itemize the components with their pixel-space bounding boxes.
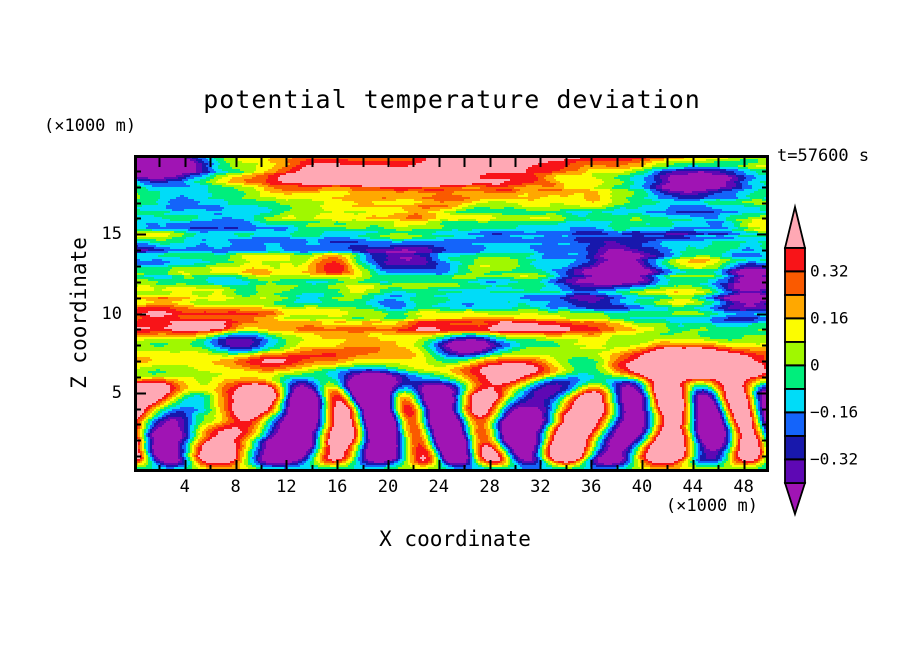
x-tick-label-16: 16 [326,477,348,497]
x-axis-title: X coordinate [379,527,531,551]
x-tick-label-44: 44 [682,477,704,497]
z-tick-label-10: 10 [101,303,122,324]
x-tick-label-4: 4 [179,477,190,497]
colorbar [781,198,809,520]
x-tick-label-20: 20 [377,477,399,497]
colorbar-label--0.16: −0.16 [810,402,859,422]
z-axis-unit-label: (×1000 m) [44,116,137,136]
z-tick-label-5: 5 [111,382,122,403]
timestamp-label: t=57600 s [777,146,870,166]
chart-title: potential temperature deviation [203,85,701,114]
x-tick-label-36: 36 [580,477,602,497]
x-tick-label-8: 8 [230,477,241,497]
heatmap-canvas [134,155,769,472]
colorbar-label-0: 0 [810,355,820,375]
x-tick-label-28: 28 [479,477,500,497]
x-axis-unit-label: (×1000 m) [665,496,758,516]
x-tick-label-48: 48 [733,477,754,497]
x-tick-label-12: 12 [276,477,297,497]
x-tick-label-40: 40 [631,477,653,497]
x-tick-label-24: 24 [428,477,450,497]
colorbar-label-0.32: 0.32 [810,261,849,281]
x-tick-label-32: 32 [530,477,551,497]
z-tick-label-15: 15 [101,224,122,245]
colorbar-label-0.16: 0.16 [810,308,849,328]
colorbar-label--0.32: −0.32 [810,449,859,469]
